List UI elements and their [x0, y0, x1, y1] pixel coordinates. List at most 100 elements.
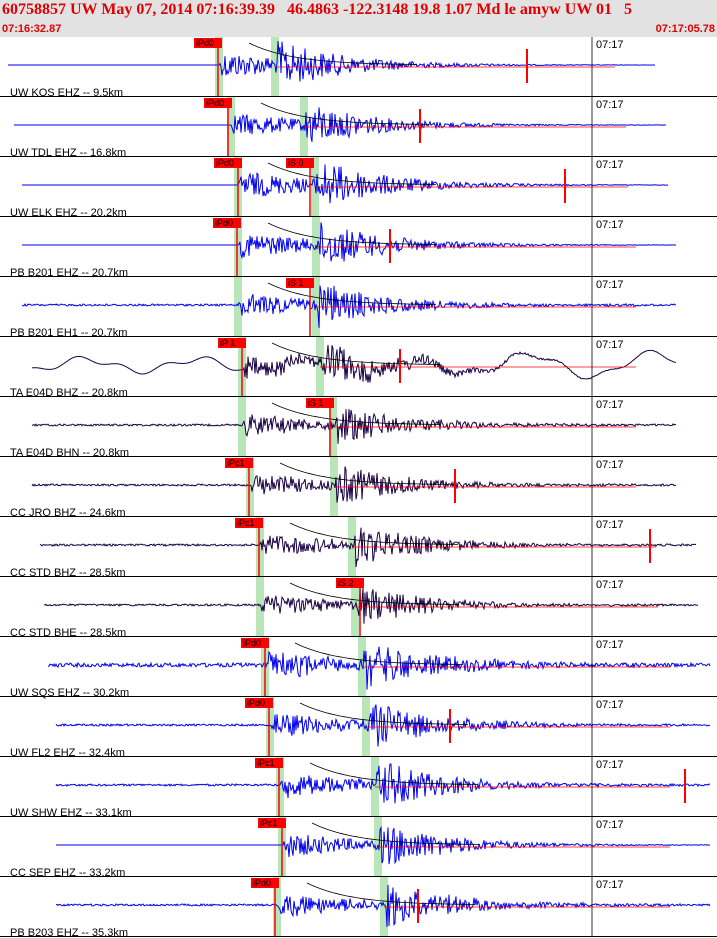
minute-tick-label: 07:17 [596, 639, 624, 651]
minute-tick-label: 07:17 [596, 519, 624, 531]
pick-label: iPd0 [243, 638, 261, 648]
trace-panel[interactable]: iPc1 07:17 UW SHW EHZ -- 33.1km [0, 757, 717, 819]
trace-panel[interactable]: iPc1 07:17 CC SEP EHZ -- 33.2km [0, 817, 717, 879]
station-label: TA E04D BHZ -- 20.8km [10, 387, 128, 399]
pick-label: iPc1 [260, 818, 278, 828]
p-window [227, 97, 235, 157]
station-label: CC STD BHE -- 28.5km [10, 627, 126, 639]
waveform [55, 884, 711, 927]
coda-curve [260, 102, 430, 125]
waveform [56, 825, 711, 865]
coda-curve [267, 222, 437, 245]
minute-tick-label: 07:17 [596, 459, 624, 471]
p-window [266, 697, 274, 757]
coda-curve [294, 642, 464, 665]
pick-label: iPc1 [257, 758, 275, 768]
event-title: 60758857 UW May 07, 2014 07:16:39.39 46.… [2, 1, 633, 18]
station-label: PB B203 EHZ -- 35.3km [10, 927, 128, 938]
station-label: PB B201 EHZ -- 20.7km [10, 267, 128, 279]
coda-curve [279, 462, 449, 485]
pick-flag [235, 518, 263, 528]
end-time-label: 07:17:05.78 [655, 23, 715, 35]
coda-curve [248, 42, 418, 65]
waveform [8, 41, 656, 82]
p-window [256, 517, 264, 577]
p-window [238, 397, 246, 457]
pick-flag [214, 158, 242, 168]
station-label: UW ELK EHZ -- 20.2km [10, 207, 127, 219]
coda-curve [289, 582, 459, 605]
pick-label: iS 1 [288, 278, 304, 288]
trace-panel[interactable]: iS 2 07:17 CC STD BHE -- 28.5km [0, 577, 717, 639]
waveform [55, 704, 711, 747]
minute-tick-label: 07:17 [596, 339, 624, 351]
waveform [55, 763, 711, 804]
p-window [276, 757, 284, 817]
pick-flag [255, 758, 283, 768]
pick-label: iPd0 [215, 218, 233, 228]
pick-label: iPc1 [227, 458, 245, 468]
pick-label: iPd0 [196, 38, 214, 48]
pick-flag [204, 98, 232, 108]
pick-flag [194, 38, 222, 48]
trace-panel[interactable]: iPd0 07:17 UW TDL EHZ -- 16.8km [0, 97, 717, 159]
pick-label: iPd0 [216, 158, 234, 168]
minute-tick-label: 07:17 [596, 579, 624, 591]
trace-panel[interactable]: iS 1 07:17 PB B201 EH1 -- 20.7km [0, 277, 717, 339]
station-label: CC SEP EHZ -- 33.2km [10, 867, 125, 879]
minute-tick-label: 07:17 [596, 879, 624, 891]
pick-flag [286, 278, 314, 288]
pick-label: iPd0 [253, 878, 271, 888]
minute-tick-label: 07:17 [596, 699, 624, 711]
station-label: UW KOS EHZ -- 9.5km [10, 87, 123, 99]
pick-flag [245, 698, 273, 708]
minute-tick-label: 07:17 [596, 219, 624, 231]
waveform [21, 285, 677, 328]
waveform [43, 586, 699, 624]
station-label: UW SHW EHZ -- 33.1km [10, 807, 132, 819]
coda-curve [311, 822, 481, 845]
trace-panel[interactable]: iPd0 07:17 UW FL2 EHZ -- 32.4km [0, 697, 717, 759]
coda-curve [267, 162, 437, 185]
p-window [273, 877, 281, 937]
waveform [39, 527, 697, 568]
p-window [234, 277, 242, 337]
pick-label: iPd0 [247, 698, 265, 708]
trace-panel[interactable]: iPc1 07:17 CC JRO BHZ -- 24.6km [0, 457, 717, 519]
trace-panel[interactable]: iPd0 07:17 UW KOS EHZ -- 9.5km [0, 37, 717, 99]
pick-label: iPd0 [206, 98, 224, 108]
coda-curve [299, 702, 469, 725]
trace-panel[interactable]: iPd0 07:17 PB B201 EHZ -- 20.7km [0, 217, 717, 279]
start-time-label: 07:16:32.87 [2, 23, 62, 35]
trace-panel[interactable]: iPd0 07:17 PB B203 EHZ -- 35.3km [0, 877, 717, 938]
record-header: 60758857 UW May 07, 2014 07:16:39.39 46.… [0, 0, 717, 37]
coda-curve [267, 282, 437, 305]
coda-curve [289, 522, 459, 545]
trace-panel[interactable]: iP 1 07:17 TA E04D BHZ -- 20.8km [0, 337, 717, 399]
coda-curve [271, 342, 441, 365]
pick-flag [251, 878, 279, 888]
trace-panel[interactable]: iPd0 07:17 UW SQS EHZ -- 30.2km [0, 637, 717, 699]
station-label: PB B201 EH1 -- 20.7km [10, 327, 127, 339]
p-window [215, 37, 223, 97]
p-window [234, 217, 242, 277]
station-label: UW FL2 EHZ -- 32.4km [10, 747, 125, 759]
waveform [47, 646, 711, 690]
minute-tick-label: 07:17 [596, 159, 624, 171]
coda-curve [306, 882, 476, 905]
minute-tick-label: 07:17 [596, 99, 624, 111]
trace-panel[interactable]: iPd0 iS 0 07:17 UW ELK EHZ -- 20.2km [0, 157, 717, 219]
minute-tick-label: 07:17 [596, 759, 624, 771]
pick-label: iPc1 [237, 518, 255, 528]
pick-flag [336, 578, 364, 588]
waveform [14, 107, 667, 142]
waveform [31, 344, 677, 383]
pick-flag-s [286, 158, 314, 168]
pick-label: iS 2 [338, 578, 354, 588]
trace-panel[interactable]: iPc1 07:17 CC STD BHZ -- 28.5km [0, 517, 717, 579]
pick-flag [213, 218, 241, 228]
pick-flag [306, 398, 334, 408]
station-label: CC STD BHZ -- 28.5km [10, 567, 126, 579]
seismogram-plot[interactable]: iPd0 07:17 UW KOS EHZ -- 9.5km iPd0 07:17 UW … [0, 37, 717, 938]
trace-panel[interactable]: iS 1 07:17 TA E04D BHN -- 20.8km [0, 397, 717, 459]
